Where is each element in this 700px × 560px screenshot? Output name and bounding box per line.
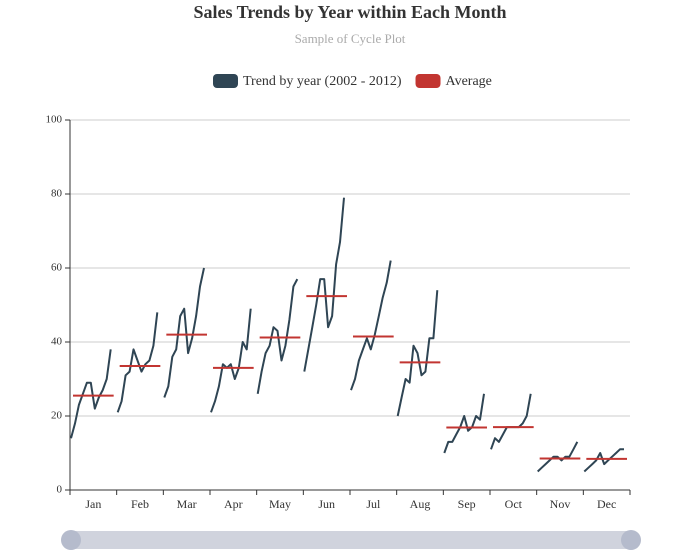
y-tick-label: 0 — [57, 484, 63, 496]
trend-line — [537, 441, 579, 473]
trend-line — [490, 393, 532, 450]
trend-line — [583, 448, 624, 473]
x-tick-label: Apr — [224, 497, 243, 511]
y-tick-label: 40 — [51, 336, 63, 348]
x-tick-label: Aug — [410, 497, 431, 511]
x-tick-label: Oct — [505, 497, 523, 511]
trend-line — [116, 312, 159, 413]
trend-line — [256, 278, 299, 394]
legend-label: Average — [446, 74, 492, 89]
x-tick-label: Dec — [597, 497, 616, 511]
data-zoom[interactable] — [61, 530, 641, 550]
trend-line — [443, 393, 485, 454]
chart-title: Sales Trends by Year within Each Month — [193, 2, 506, 22]
trend-line — [70, 349, 112, 439]
x-tick-label: Mar — [177, 497, 197, 511]
y-tick-label: 20 — [51, 410, 63, 422]
trend-line — [210, 308, 252, 413]
y-tick-label: 100 — [46, 114, 63, 126]
x-tick-label: Sep — [458, 497, 476, 511]
chart-subtitle: Sample of Cycle Plot — [295, 31, 406, 46]
y-tick-label: 60 — [51, 262, 63, 274]
zoom-handle[interactable] — [61, 530, 81, 550]
legend-swatch — [415, 74, 441, 88]
y-tick-label: 80 — [51, 188, 63, 200]
zoom-handle[interactable] — [621, 530, 641, 550]
trend-line — [303, 197, 345, 372]
x-tick-label: Nov — [550, 497, 571, 511]
trend-line — [350, 260, 392, 391]
legend-swatch — [213, 74, 238, 88]
legend-label: Trend by year (2002 - 2012) — [243, 74, 402, 89]
x-tick-label: Jan — [85, 497, 101, 511]
zoom-track[interactable] — [62, 531, 640, 549]
x-tick-label: Feb — [131, 497, 149, 511]
x-tick-label: May — [269, 497, 291, 511]
x-tick-label: Jul — [366, 497, 381, 511]
trend-line — [163, 267, 205, 398]
x-tick-label: Jun — [318, 497, 335, 511]
trend-line — [396, 290, 439, 417]
